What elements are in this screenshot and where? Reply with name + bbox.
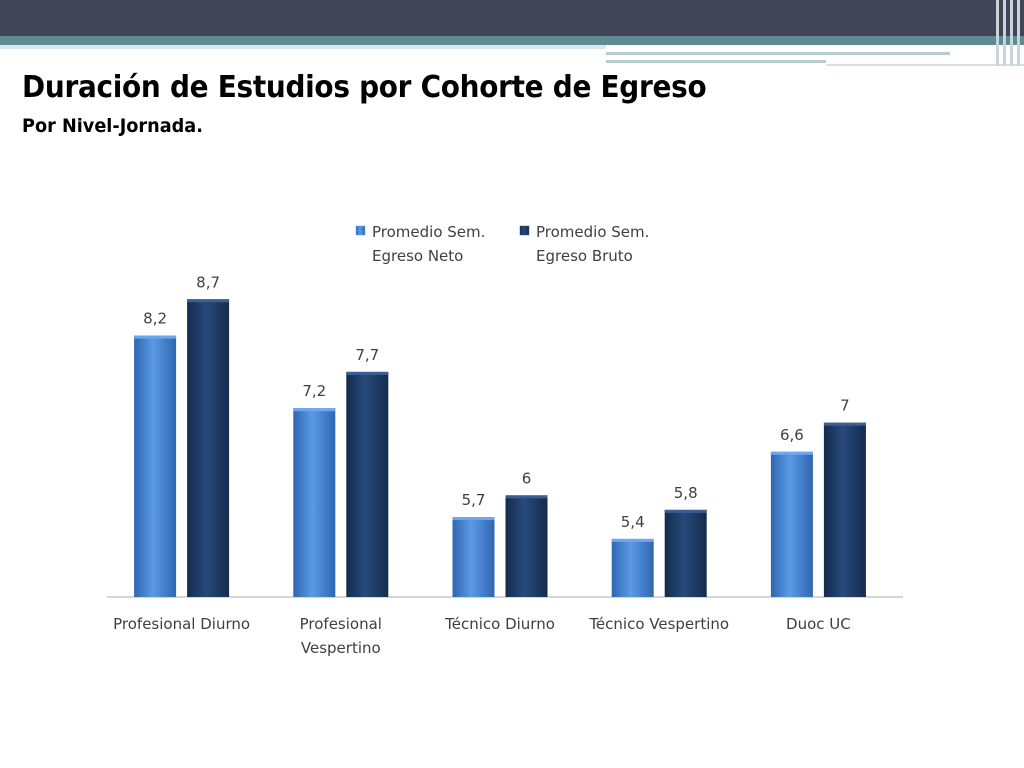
legend-label: Egreso Neto bbox=[372, 247, 463, 265]
data-label: 7 bbox=[840, 397, 850, 415]
x-tick-label: Profesional bbox=[300, 615, 382, 633]
data-label: 7,7 bbox=[355, 346, 379, 364]
bar-bruto bbox=[664, 509, 707, 597]
data-label: 6,6 bbox=[780, 426, 804, 444]
decor-stripe bbox=[996, 0, 999, 66]
bar-bruto bbox=[505, 495, 548, 597]
legend-label: Promedio Sem. bbox=[372, 223, 485, 241]
slide-subtitle: Por Nivel-Jornada. bbox=[22, 115, 203, 137]
x-tick-label: Técnico Vespertino bbox=[588, 615, 729, 633]
bar-neto bbox=[134, 335, 177, 597]
bar-bruto bbox=[823, 422, 866, 597]
data-label: 8,7 bbox=[196, 273, 220, 291]
bar-top-highlight bbox=[823, 422, 866, 426]
bar-neto bbox=[452, 517, 495, 597]
decor-stripe bbox=[1010, 0, 1013, 66]
x-tick-label: Profesional Diurno bbox=[113, 615, 250, 633]
legend-label: Promedio Sem. bbox=[536, 223, 649, 241]
slide-title: Duración de Estudios por Cohorte de Egre… bbox=[22, 70, 707, 105]
decor-stripe bbox=[1003, 0, 1006, 66]
bar-neto bbox=[293, 408, 336, 597]
accent-bar bbox=[0, 36, 1024, 45]
bar-top-highlight bbox=[134, 335, 177, 339]
x-tick-label: Técnico Diurno bbox=[444, 615, 555, 633]
decor-stripe bbox=[606, 60, 826, 63]
bar-top-highlight bbox=[293, 408, 336, 412]
data-label: 5,4 bbox=[621, 513, 645, 531]
data-label: 7,2 bbox=[302, 382, 326, 400]
bar-top-highlight bbox=[187, 299, 230, 303]
bar-top-highlight bbox=[611, 538, 654, 542]
header-bar bbox=[0, 0, 1024, 36]
bar-top-highlight bbox=[505, 495, 548, 499]
x-tick-label: Duoc UC bbox=[786, 615, 851, 633]
bar-bruto bbox=[346, 371, 389, 597]
legend-swatch bbox=[519, 225, 530, 236]
data-label: 6 bbox=[522, 469, 532, 487]
decor-stripe bbox=[826, 64, 1024, 66]
bar-neto bbox=[770, 451, 813, 597]
x-tick-label: Vespertino bbox=[301, 639, 381, 657]
data-label: 5,8 bbox=[674, 484, 698, 502]
bar-neto bbox=[611, 538, 654, 597]
bar-top-highlight bbox=[346, 371, 389, 375]
bar-top-highlight bbox=[770, 451, 813, 455]
legend-swatch bbox=[355, 225, 366, 236]
data-label: 8,2 bbox=[143, 310, 167, 328]
bar-top-highlight bbox=[452, 517, 495, 521]
bar-top-highlight bbox=[664, 509, 707, 513]
decor-stripe bbox=[606, 52, 950, 55]
bar-bruto bbox=[187, 299, 230, 597]
legend-label: Egreso Bruto bbox=[536, 247, 633, 265]
decor-stripe bbox=[1017, 0, 1020, 66]
data-label: 5,7 bbox=[462, 491, 486, 509]
decor-stripe bbox=[0, 45, 606, 49]
